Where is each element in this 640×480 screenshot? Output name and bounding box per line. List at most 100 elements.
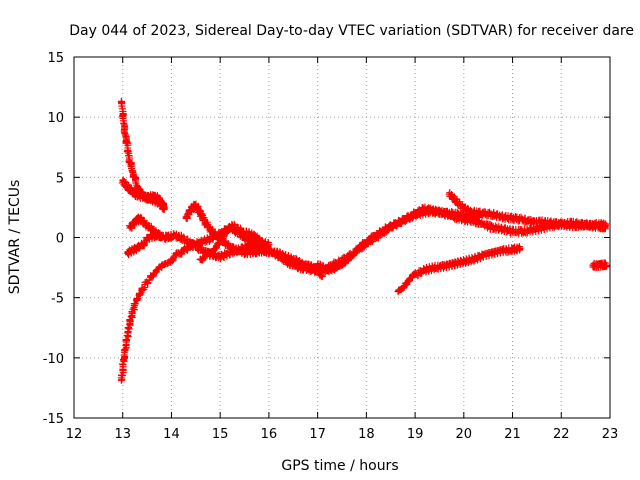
series-arc-3 bbox=[118, 176, 168, 214]
data-point bbox=[284, 259, 292, 267]
data-point bbox=[421, 205, 429, 213]
data-point bbox=[394, 288, 402, 296]
data-point bbox=[567, 219, 575, 227]
data-point bbox=[177, 248, 185, 256]
data-point bbox=[440, 262, 448, 270]
data-point bbox=[602, 261, 610, 269]
series-arc-11 bbox=[394, 243, 524, 296]
data-point bbox=[118, 99, 126, 107]
data-point bbox=[353, 246, 361, 254]
y-tick-label: -5 bbox=[51, 292, 64, 307]
data-point bbox=[453, 197, 461, 205]
data-point bbox=[260, 247, 268, 255]
data-point bbox=[133, 191, 141, 199]
data-point bbox=[197, 246, 205, 254]
data-point bbox=[528, 226, 536, 234]
data-point bbox=[479, 252, 487, 260]
data-point bbox=[138, 285, 146, 293]
data-point bbox=[499, 247, 507, 255]
data-point bbox=[126, 224, 134, 232]
data-point bbox=[187, 206, 195, 214]
y-tick-label: 0 bbox=[56, 232, 64, 247]
data-point bbox=[241, 249, 249, 257]
x-tick-label: 22 bbox=[553, 427, 570, 442]
data-point bbox=[223, 241, 231, 249]
data-point bbox=[128, 188, 136, 196]
data-point bbox=[138, 241, 146, 249]
data-point bbox=[265, 241, 273, 249]
data-point bbox=[118, 375, 126, 383]
data-point bbox=[143, 194, 151, 202]
data-point bbox=[216, 253, 224, 261]
x-tick-label: 18 bbox=[358, 427, 375, 442]
data-point bbox=[460, 258, 468, 266]
data-point bbox=[489, 211, 497, 219]
data-point bbox=[248, 231, 256, 239]
data-point bbox=[231, 246, 239, 254]
data-point bbox=[528, 218, 536, 226]
data-point bbox=[120, 119, 128, 127]
data-point bbox=[167, 255, 175, 263]
data-point bbox=[228, 221, 236, 229]
data-point bbox=[509, 246, 517, 254]
data-point bbox=[431, 264, 439, 272]
data-point bbox=[119, 177, 127, 185]
y-tick-label: 15 bbox=[47, 51, 64, 66]
data-point bbox=[489, 249, 497, 257]
data-point bbox=[299, 261, 307, 269]
x-tick-label: 13 bbox=[114, 427, 131, 442]
data-point bbox=[538, 218, 546, 226]
data-point bbox=[499, 213, 507, 221]
chart-title: Day 044 of 2023, Sidereal Day-to-day VTE… bbox=[69, 23, 634, 39]
data-point bbox=[197, 209, 205, 217]
y-tick-label: -10 bbox=[43, 352, 64, 367]
data-point bbox=[596, 220, 604, 228]
y-tick-label: 5 bbox=[56, 171, 64, 186]
x-tick-label: 23 bbox=[602, 427, 619, 442]
data-point bbox=[131, 218, 139, 226]
x-axis-label: GPS time / hours bbox=[281, 458, 398, 474]
data-point bbox=[133, 183, 141, 191]
data-point bbox=[125, 152, 133, 160]
data-point bbox=[333, 264, 341, 272]
data-point bbox=[202, 219, 210, 227]
data-point bbox=[323, 266, 331, 274]
x-tick-label: 21 bbox=[504, 427, 521, 442]
x-tick-label: 20 bbox=[456, 427, 473, 442]
data-markers bbox=[118, 176, 168, 214]
data-point bbox=[440, 209, 448, 217]
data-point bbox=[450, 213, 458, 221]
data-point bbox=[411, 209, 419, 217]
data-point bbox=[470, 208, 478, 216]
y-tick-label: 10 bbox=[47, 111, 64, 126]
data-point bbox=[131, 246, 139, 254]
data-point bbox=[126, 318, 134, 326]
series-arc-7 bbox=[196, 220, 273, 264]
x-tick-label: 17 bbox=[309, 427, 326, 442]
data-point bbox=[557, 220, 565, 228]
series-arc-10 bbox=[445, 189, 610, 232]
data-point bbox=[289, 255, 297, 263]
data-point bbox=[362, 238, 370, 246]
data-point bbox=[238, 227, 246, 235]
data-point bbox=[509, 214, 517, 222]
data-point bbox=[431, 207, 439, 215]
data-point bbox=[206, 235, 214, 243]
data-point bbox=[499, 225, 507, 233]
data-point bbox=[577, 220, 585, 228]
axis-ticks: 12 13 14 15 16 17 18 19 20 21 22 23 15 10 5 0 -5 -10 -15 bbox=[43, 51, 619, 442]
data-point bbox=[275, 252, 283, 260]
data-point bbox=[182, 213, 190, 221]
data-point bbox=[221, 227, 229, 235]
x-tick-label: 12 bbox=[66, 427, 83, 442]
data-point bbox=[518, 215, 526, 223]
data-point bbox=[587, 221, 595, 229]
data-point bbox=[255, 236, 263, 244]
series-arc-5 bbox=[125, 213, 166, 242]
data-point bbox=[192, 201, 200, 209]
y-tick-label: -15 bbox=[43, 412, 64, 427]
data-point bbox=[177, 234, 185, 241]
data-point bbox=[148, 193, 156, 201]
data-point bbox=[158, 199, 166, 207]
